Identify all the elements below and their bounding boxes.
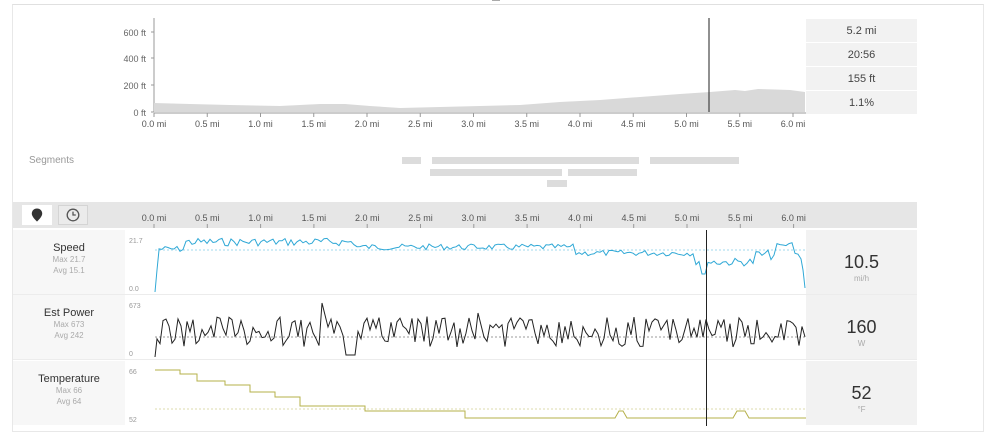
- y-min-label: 0.0: [129, 286, 139, 293]
- y-min-label: 0: [129, 351, 133, 358]
- metric-current-value: 52: [851, 383, 872, 403]
- power-chart[interactable]: 673 0: [125, 295, 806, 359]
- y-tick-label: 0 ft: [133, 108, 146, 118]
- temperature-label-cell: Temperature Max 66 Avg 64: [13, 361, 125, 425]
- metric-trace: [154, 237, 806, 293]
- elevation-profile-area: [154, 89, 805, 112]
- x-tick-label: 0.0 mi: [142, 119, 167, 129]
- x-tick-label: 4.0 mi: [568, 213, 593, 223]
- metric-trace: [154, 302, 806, 358]
- x-tick-label: 2.0 mi: [355, 119, 380, 129]
- metric-trace: [155, 369, 806, 419]
- stat-distance: 5.2 mi: [806, 19, 917, 42]
- segment-bar[interactable]: [430, 169, 562, 176]
- y-tick-label: 200 ft: [123, 81, 146, 91]
- x-tick-label: 4.5 mi: [621, 213, 646, 223]
- metric-max: Max 673: [53, 320, 85, 329]
- x-tick-label: 4.0 mi: [568, 119, 593, 129]
- x-tick-label: 0.5 mi: [195, 213, 220, 223]
- drag-handle[interactable]: [492, 0, 500, 1]
- x-tick-label: 5.0 mi: [675, 213, 700, 223]
- x-tick-label: 3.5 mi: [515, 213, 540, 223]
- segment-bar[interactable]: [402, 157, 421, 164]
- x-tick-label: 0.0 mi: [142, 213, 167, 223]
- temperature-row: Temperature Max 66 Avg 64 66 52 52 °F: [13, 361, 917, 425]
- speed-row: Speed Max 21.7 Avg 15.1 21.7 0.0 10.5 mi/…: [13, 230, 917, 294]
- metric-unit: mi/h: [853, 274, 870, 283]
- power-label-cell: Est Power Max 673 Avg 242: [13, 295, 125, 359]
- y-max-label: 21.7: [129, 238, 143, 245]
- y-tick-label: 400 ft: [123, 54, 146, 64]
- y-max-label: 66: [129, 369, 137, 376]
- x-tick-label: 5.5 mi: [728, 213, 753, 223]
- x-tick-label: 1.5 mi: [301, 119, 326, 129]
- elevation-y-axis: 600 ft 400 ft 200 ft 0 ft: [123, 18, 155, 118]
- metric-max: Max 66: [55, 386, 83, 395]
- stat-grade: 1.1%: [806, 91, 917, 114]
- speed-value-cell: 10.5 mi/h: [806, 230, 917, 294]
- x-tick-label: 2.0 mi: [355, 213, 380, 223]
- x-tick-label: 5.0 mi: [674, 119, 699, 129]
- row-divider: [13, 359, 917, 360]
- elevation-x-axis: 0.0 mi 0.5 mi 1.0 mi 1.5 mi 2.0 mi 2.5 mi 3.0 …: [142, 112, 807, 129]
- elevation-chart[interactable]: 600 ft 400 ft 200 ft 0 ft 0.0 mi 0.5 mi 1.0 m…: [0, 0, 988, 140]
- x-tick-label: 1.5 mi: [302, 213, 327, 223]
- metric-max: Max 21.7: [52, 255, 86, 264]
- x-tick-label: 3.0 mi: [462, 213, 487, 223]
- metric-name: Speed: [53, 242, 85, 254]
- x-tick-label: 5.5 mi: [727, 119, 752, 129]
- speed-chart[interactable]: 21.7 0.0: [125, 230, 806, 294]
- x-tick-label: 2.5 mi: [408, 119, 433, 129]
- segments-label: Segments: [29, 155, 75, 166]
- y-tick-label: 600 ft: [123, 28, 146, 38]
- x-tick-label: 1.0 mi: [248, 119, 273, 129]
- chart-toolbar: 0.0 mi 0.5 mi 1.0 mi 1.5 mi 2.0 mi 2.5 mi 3.0 …: [13, 202, 917, 228]
- x-tick-label: 3.5 mi: [514, 119, 539, 129]
- temperature-chart[interactable]: 66 52: [125, 361, 806, 425]
- metric-avg: Avg 242: [54, 331, 84, 340]
- temperature-value-cell: 52 °F: [806, 361, 917, 425]
- x-tick-label: 1.0 mi: [248, 213, 273, 223]
- metric-current-value: 160: [846, 317, 877, 337]
- x-tick-label: 4.5 mi: [621, 119, 646, 129]
- x-tick-label: 6.0 mi: [781, 213, 806, 223]
- metric-avg: Avg 64: [56, 397, 82, 406]
- metric-name: Temperature: [38, 373, 100, 385]
- metrics-cursor-line: [706, 230, 707, 426]
- toolbar-x-axis: 0.0 mi 0.5 mi 1.0 mi 1.5 mi 2.0 mi 2.5 mi 3.0 …: [142, 213, 806, 228]
- speed-label-cell: Speed Max 21.7 Avg 15.1: [13, 230, 125, 294]
- row-divider: [13, 294, 917, 295]
- y-max-label: 673: [129, 303, 141, 310]
- stat-time: 20:56: [806, 43, 917, 66]
- clock-icon: [66, 208, 80, 222]
- segment-bar[interactable]: [568, 169, 637, 176]
- x-tick-label: 2.5 mi: [408, 213, 433, 223]
- x-tick-label: 3.0 mi: [461, 119, 486, 129]
- elevation-stats-panel: 5.2 mi 20:56 155 ft 1.1%: [806, 19, 917, 115]
- stat-elevation: 155 ft: [806, 67, 917, 90]
- power-value-cell: 160 W: [806, 295, 917, 359]
- y-min-label: 52: [129, 417, 137, 424]
- metric-unit: °F: [857, 405, 866, 414]
- distance-mode-button[interactable]: [22, 205, 52, 225]
- segment-bar[interactable]: [650, 157, 739, 164]
- metric-unit: W: [857, 339, 866, 348]
- power-row: Est Power Max 673 Avg 242 673 0 160 W: [13, 295, 917, 359]
- map-pin-icon: [31, 208, 43, 222]
- segment-bar[interactable]: [432, 157, 639, 164]
- x-tick-label: 6.0 mi: [781, 119, 806, 129]
- activity-analysis-panel: [12, 4, 984, 432]
- time-mode-button[interactable]: [58, 205, 88, 225]
- metric-avg: Avg 15.1: [53, 266, 85, 275]
- metric-name: Est Power: [43, 307, 95, 319]
- segment-bar[interactable]: [547, 180, 567, 187]
- metric-current-value: 10.5: [843, 252, 880, 272]
- x-tick-label: 0.5 mi: [195, 119, 220, 129]
